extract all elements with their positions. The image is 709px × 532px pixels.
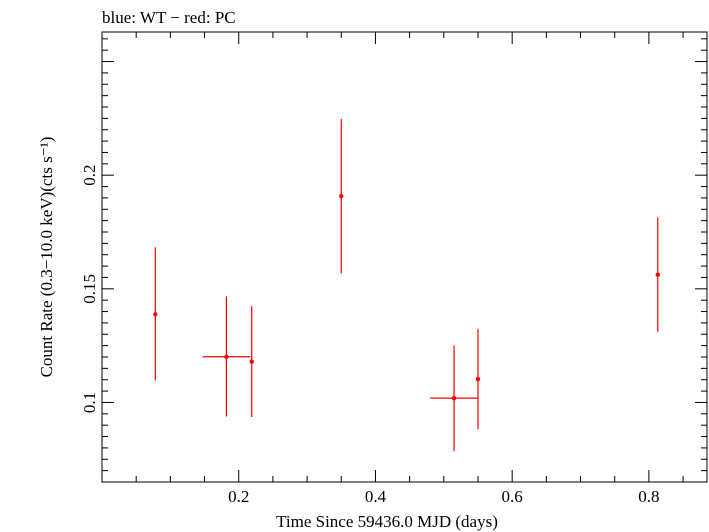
x-tick-label: 0.4 [365, 487, 387, 506]
data-point-4 [339, 118, 344, 274]
data-point-6 [475, 328, 481, 430]
x-tick-label: 0.8 [638, 487, 659, 506]
tick-labels: 0.2 0.4 0.6 0.8 0.1 0.15 0.2 [80, 165, 660, 506]
y-tick-label: 0.15 [80, 274, 99, 304]
plot-frame [101, 31, 708, 483]
data-marker [224, 354, 229, 359]
data-marker [249, 359, 254, 364]
axis-ticks [102, 32, 707, 482]
data-point-2 [202, 296, 251, 417]
data-marker [475, 376, 481, 382]
data-marker [339, 193, 344, 199]
data-point-1 [153, 247, 158, 381]
chart-title: blue: WT − red: PC [102, 8, 236, 27]
data-marker [451, 395, 457, 401]
y-tick-label: 0.2 [80, 165, 99, 186]
data-layer [153, 118, 660, 452]
data-point-5 [430, 345, 478, 452]
data-marker [655, 272, 660, 277]
data-point-3 [249, 306, 254, 417]
data-point-7 [655, 217, 660, 332]
x-axis-label: Time Since 59436.0 MJD (days) [276, 512, 498, 531]
y-axis-label: Count Rate (0.3−10.0 keV)(cts s⁻¹) [37, 137, 56, 378]
x-tick-label: 0.6 [502, 487, 523, 506]
data-marker [153, 312, 158, 317]
y-tick-label: 0.1 [80, 392, 99, 413]
x-tick-label: 0.2 [228, 487, 249, 506]
